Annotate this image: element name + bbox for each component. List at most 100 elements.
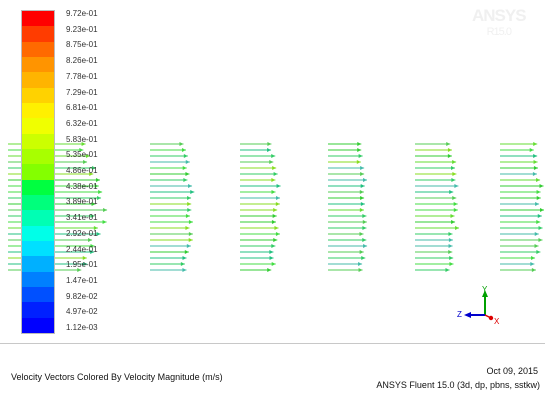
legend-swatch xyxy=(22,133,54,149)
velocity-vector xyxy=(500,268,536,272)
velocity-vector xyxy=(415,226,460,230)
axis-triad[interactable]: Y Z X xyxy=(455,285,505,325)
velocity-vector xyxy=(328,148,362,152)
velocity-vector xyxy=(150,178,188,182)
velocity-vector xyxy=(240,184,281,188)
velocity-vector xyxy=(328,250,364,254)
velocity-vector xyxy=(415,184,459,188)
x-axis-label: X xyxy=(494,317,500,325)
velocity-vector xyxy=(500,232,539,236)
velocity-vector xyxy=(415,142,451,146)
velocity-vector xyxy=(240,220,276,224)
velocity-vector xyxy=(415,268,450,272)
footer-caption: Velocity Vectors Colored By Velocity Mag… xyxy=(11,372,223,382)
velocity-vector xyxy=(500,262,535,266)
velocity-vector xyxy=(415,202,458,206)
velocity-vector xyxy=(415,208,458,212)
legend-label: 9.82e-02 xyxy=(66,291,98,301)
velocity-vector xyxy=(328,196,365,200)
legend-swatch xyxy=(22,302,54,318)
velocity-vector xyxy=(150,226,190,230)
velocity-vector xyxy=(240,166,277,170)
legend-label: 6.32e-01 xyxy=(66,118,98,128)
velocity-vector xyxy=(150,190,195,194)
legend-swatch xyxy=(22,87,54,103)
velocity-vector xyxy=(240,148,272,152)
velocity-vector xyxy=(240,256,274,260)
x-axis-line xyxy=(484,314,492,319)
legend-swatch xyxy=(22,240,54,257)
velocity-vector xyxy=(415,256,454,260)
velocity-vector xyxy=(500,250,541,254)
velocity-vector xyxy=(150,154,188,158)
velocity-vector xyxy=(150,214,190,218)
y-axis-arrow xyxy=(482,290,488,297)
velocity-vector xyxy=(150,184,193,188)
velocity-vector xyxy=(500,244,539,248)
velocity-vector xyxy=(415,166,455,170)
legend-swatch xyxy=(22,271,54,287)
velocity-vector xyxy=(240,250,274,254)
legend-label: 5.83e-01 xyxy=(66,134,98,144)
velocity-vector xyxy=(415,190,454,194)
velocity-vector xyxy=(240,232,280,236)
graphics-viewport[interactable]: ANSYS R15.0 9.72e-01 9.23e-01 8.75e-01 8.26… xyxy=(0,0,545,342)
legend-label: 4.38e-01 xyxy=(66,181,98,191)
legend-swatch xyxy=(22,56,54,73)
legend-label: 4.86e-01 xyxy=(66,166,98,175)
velocity-vector xyxy=(240,208,278,212)
legend-swatch xyxy=(22,26,54,42)
velocity-vector xyxy=(328,172,365,176)
velocity-vector xyxy=(150,142,184,146)
velocity-vector xyxy=(240,172,278,176)
velocity-vector xyxy=(150,244,191,248)
velocity-vector xyxy=(500,184,544,188)
velocity-vector xyxy=(240,244,276,248)
footer-panel: Velocity Vectors Colored By Velocity Mag… xyxy=(0,343,545,397)
velocity-vector xyxy=(150,220,193,224)
velocity-vector xyxy=(240,196,280,200)
legend-swatch xyxy=(22,256,54,272)
legend-swatch xyxy=(22,179,54,195)
velocity-vector xyxy=(415,178,456,182)
velocity-vector xyxy=(500,214,542,218)
legend-label: 9.23e-01 xyxy=(66,24,98,34)
velocity-vector xyxy=(150,166,187,170)
velocity-vector xyxy=(500,202,540,206)
velocity-vector xyxy=(240,226,279,230)
velocity-vector xyxy=(500,148,534,152)
velocity-vector xyxy=(500,172,537,176)
legend-swatch xyxy=(22,194,54,211)
velocity-vector xyxy=(328,190,364,194)
velocity-vector xyxy=(415,250,453,254)
legend-swatch xyxy=(22,102,54,119)
legend-swatch xyxy=(22,41,54,57)
legend-label: 1.12e-03 xyxy=(66,323,98,332)
legend-label: 2.44e-01 xyxy=(66,244,98,254)
velocity-vector xyxy=(150,268,187,272)
velocity-vector xyxy=(415,214,455,218)
velocity-vector xyxy=(500,178,541,182)
velocity-vector xyxy=(500,220,541,224)
ansys-watermark: ANSYS R15.0 xyxy=(472,7,527,40)
velocity-vector xyxy=(415,238,453,242)
watermark-line2: R15.0 xyxy=(486,26,512,38)
legend-swatch xyxy=(22,148,54,165)
z-axis-arrow xyxy=(464,312,471,318)
velocity-vector xyxy=(415,220,456,224)
velocity-vector xyxy=(150,232,193,236)
legend-label: 7.29e-01 xyxy=(66,87,98,97)
velocity-vector xyxy=(240,154,276,158)
velocity-vector xyxy=(328,244,368,248)
legend-swatch xyxy=(22,225,54,241)
legend-label: 3.41e-01 xyxy=(66,213,98,223)
velocity-vector xyxy=(415,244,453,248)
velocity-vector xyxy=(328,232,364,236)
velocity-vector xyxy=(150,262,185,266)
velocity-vector xyxy=(150,208,192,212)
velocity-vector xyxy=(328,220,367,224)
legend-label: 7.78e-01 xyxy=(66,71,98,81)
velocity-vector xyxy=(150,238,193,242)
velocity-vector xyxy=(240,238,278,242)
velocity-vector xyxy=(500,142,538,146)
